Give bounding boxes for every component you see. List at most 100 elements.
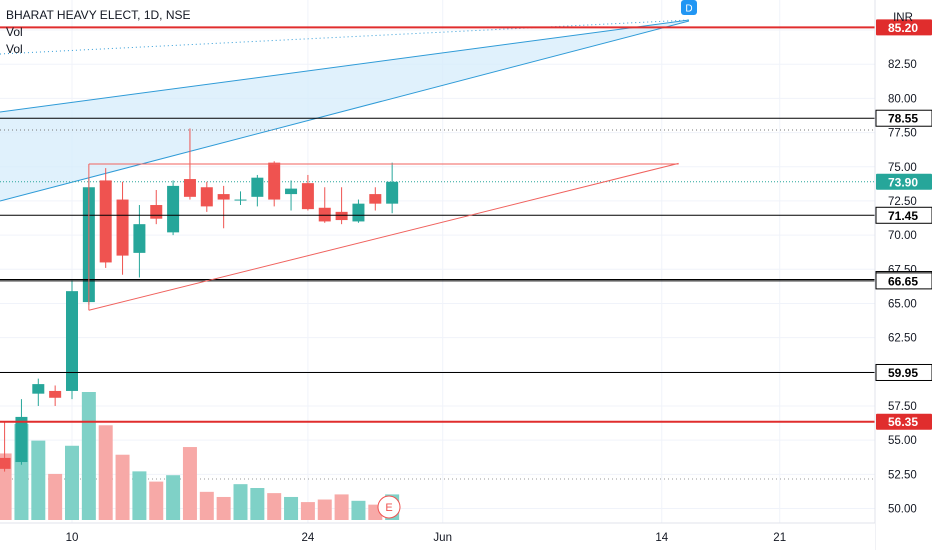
earnings-event-label: E: [385, 502, 392, 514]
level-price-tag: 66.65: [888, 274, 918, 288]
volume-bar: [132, 471, 147, 520]
chart-legend: BHARAT HEAVY ELECT, 1D, NSE Vol Vol: [6, 7, 191, 58]
earnings-event-marker[interactable]: [377, 495, 401, 519]
level-price-tag: 85.20: [888, 21, 918, 35]
volume-bar: [0, 453, 12, 520]
level-price-tag-border: [875, 206, 932, 224]
level-price-tag-background: [876, 207, 932, 224]
alert-marker-label: D: [685, 4, 692, 15]
candle-body: [66, 291, 78, 391]
candle-body: [234, 199, 247, 201]
price-tick-label: 55.00: [888, 435, 917, 447]
time-tick-label: 14: [655, 532, 668, 544]
candle-body: [217, 194, 230, 200]
candle-body: [99, 180, 112, 263]
candle-body: [200, 187, 213, 207]
candle-body: [386, 181, 399, 204]
volume-bar: [199, 491, 214, 520]
volume-bar: [48, 473, 63, 520]
drawing-tools[interactable]: [0, 26, 875, 423]
triangle-bottom-line[interactable]: [88, 162, 679, 311]
volume-bar: [267, 493, 282, 520]
volume-bar: [98, 425, 113, 520]
channel-median-line: [0, 19, 690, 55]
level-price-tag-background: [876, 110, 932, 127]
candle-body: [0, 457, 11, 469]
volume-bar: [334, 494, 349, 520]
price-tick-label: 72.50: [888, 196, 917, 208]
candle-body: [369, 194, 382, 204]
volume-bar: [351, 500, 366, 520]
volume-bar: [182, 447, 197, 520]
volume-bar: [166, 475, 181, 520]
price-tick-label: 62.50: [888, 333, 917, 345]
candle-body: [15, 416, 28, 463]
candle-body: [49, 390, 62, 398]
price-tick-label: 75.00: [888, 162, 917, 174]
level-price-tag: 71.45: [888, 209, 918, 223]
currency-label[interactable]: INR: [893, 12, 913, 24]
level-price-tag-border: [875, 272, 932, 290]
chart-markers[interactable]: INR D E: [377, 0, 913, 519]
time-axis-background: [0, 523, 875, 550]
volume-bar: [31, 440, 46, 520]
volume-bar: [115, 454, 130, 520]
price-tick-label: 82.50: [888, 59, 917, 71]
candle-body: [318, 207, 331, 222]
level-price-tag-background: [876, 364, 932, 381]
time-tick-label: Jun: [433, 532, 452, 544]
volume-indicator-label[interactable]: Vol: [6, 25, 23, 39]
candle-body: [133, 224, 146, 253]
candle-body: [251, 177, 264, 197]
price-tick-label: 52.50: [888, 469, 917, 481]
volume-bar: [81, 392, 96, 520]
candle-body: [116, 199, 129, 256]
time-axis[interactable]: 1024Jun1421Jul12: [0, 522, 932, 550]
candle-body: [335, 211, 348, 221]
channel-lower-line: [0, 20, 690, 202]
volume-bar: [284, 496, 299, 520]
price-tick-label: 57.50: [888, 401, 917, 413]
candle-body: [301, 183, 314, 210]
drawing-layer: [0, 19, 875, 480]
price-tick-label: 77.50: [888, 128, 917, 140]
symbol-title[interactable]: BHARAT HEAVY ELECT, 1D, NSE: [6, 8, 191, 22]
price-tick-label: 80.00: [888, 93, 917, 105]
volume-bar: [300, 502, 315, 520]
candle-body: [352, 203, 365, 222]
price-tick-label: 65.00: [888, 298, 917, 310]
level-price-tag-border: [875, 363, 932, 381]
candle-body: [183, 179, 196, 197]
price-tick-label: 70.00: [888, 230, 917, 242]
price-tick-label: 50.00: [888, 504, 917, 516]
time-tick-label: 24: [302, 532, 315, 544]
level-price-tag: 78.55: [888, 112, 918, 126]
last-price-tag: 73.90: [888, 175, 918, 189]
candle-body: [150, 205, 163, 219]
channel-upper-line: [0, 19, 690, 113]
volume-bar: [233, 484, 248, 520]
level-price-tag-background: [876, 19, 932, 36]
volume-bar: [250, 488, 265, 520]
time-tick-label: 10: [66, 532, 79, 544]
level-price-tag-background: [876, 413, 932, 430]
candle-body: [167, 185, 180, 233]
candle-body: [32, 384, 45, 394]
level-price-tag: 56.35: [888, 415, 918, 429]
level-price-tag-background: [876, 272, 932, 289]
alert-marker[interactable]: [681, 0, 697, 15]
last-price-tag-background: [876, 173, 932, 190]
level-price-tag: 59.95: [888, 366, 918, 380]
candle-body: [268, 162, 281, 200]
volume-bar: [65, 445, 79, 520]
level-price-tag-border: [875, 109, 932, 127]
volume-bar: [317, 499, 332, 520]
volume-indicator-label[interactable]: Vol: [6, 42, 23, 56]
time-tick-label: 21: [773, 532, 786, 544]
volume-bar: [149, 481, 164, 520]
candle-body: [285, 188, 298, 195]
volume-bars: [0, 392, 400, 520]
volume-bar: [216, 496, 231, 520]
